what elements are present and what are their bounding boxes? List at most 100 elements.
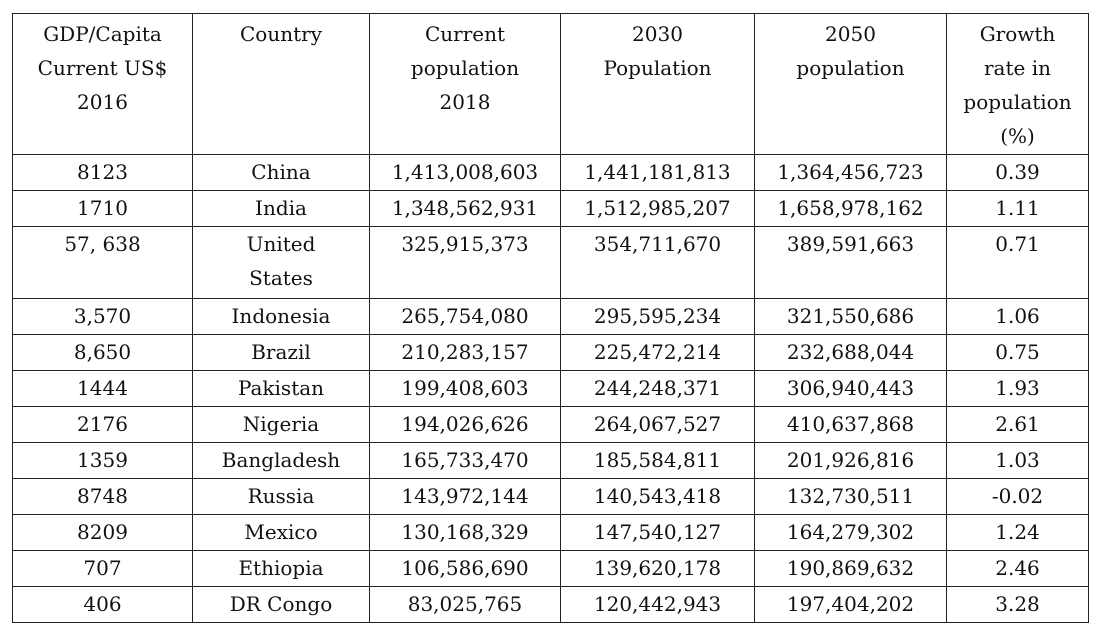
population-2018-cell: 325,915,373: [369, 226, 561, 299]
population-2018-cell: 130,168,329: [369, 514, 561, 551]
country-name-line: Pakistan: [237, 376, 325, 400]
gdp-cell: 8123: [12, 154, 193, 191]
population-2030-cell: 264,067,527: [560, 406, 755, 443]
population-2018-cell: 194,026,626: [369, 406, 561, 443]
population-2030-cell: 140,543,418: [560, 478, 755, 515]
table-row: 8123 China 1,413,008,603 1,441,181,813 1,364…: [12, 154, 1089, 191]
gdp-cell: 707: [12, 550, 193, 587]
header-line: population: [410, 56, 520, 80]
country-name-line: Nigeria: [242, 412, 320, 436]
population-2018-cell: 1,348,562,931: [369, 190, 561, 227]
header-row: GDP/Capita Current US$ 2016 Country Current p…: [12, 13, 1089, 155]
country-cell: Nigeria: [192, 406, 370, 443]
header-line: 2030: [632, 22, 683, 46]
growth-rate-cell: 1.03: [946, 442, 1089, 479]
population-2018-cell: 106,586,690: [369, 550, 561, 587]
population-2050-cell: 389,591,663: [754, 226, 947, 299]
table-row: 8748 Russia 143,972,144 140,543,418 132,730,…: [12, 478, 1089, 515]
header-line: Country: [239, 22, 322, 46]
country-cell: Ethiopia: [192, 550, 370, 587]
growth-rate-cell: 2.61: [946, 406, 1089, 443]
table-row: 1710 India 1,348,562,931 1,512,985,207 1,658…: [12, 190, 1089, 227]
table-header: GDP/Capita Current US$ 2016 Country Current p…: [12, 13, 1089, 155]
population-2050-cell: 410,637,868: [754, 406, 947, 443]
header-line: Growth: [979, 22, 1056, 46]
gdp-cell: 57, 638: [12, 226, 193, 299]
country-cell: China: [192, 154, 370, 191]
growth-rate-cell: 1.11: [946, 190, 1089, 227]
population-2030-cell: 225,472,214: [560, 334, 755, 371]
population-table: GDP/Capita Current US$ 2016 Country Current p…: [12, 13, 1089, 623]
population-2030-cell: 147,540,127: [560, 514, 755, 551]
country-name-line: India: [255, 196, 307, 220]
population-2030-cell: 354,711,670: [560, 226, 755, 299]
header-growth-rate: Growth rate in population (%): [946, 13, 1089, 155]
table-row: 707 Ethiopia 106,586,690 139,620,178 190,869…: [12, 550, 1089, 587]
country-name-line: States: [249, 266, 313, 290]
country-name-line: China: [251, 160, 311, 184]
population-2030-cell: 139,620,178: [560, 550, 755, 587]
population-2050-cell: 306,940,443: [754, 370, 947, 407]
table-row: 1444 Pakistan 199,408,603 244,248,371 306,94…: [12, 370, 1089, 407]
table-row: 406 DR Congo 83,025,765 120,442,943 197,404,…: [12, 586, 1089, 623]
population-2018-cell: 83,025,765: [369, 586, 561, 623]
header-line: population: [796, 56, 905, 80]
growth-rate-cell: 0.71: [946, 226, 1089, 299]
country-name-line: Indonesia: [231, 304, 331, 328]
population-2030-cell: 244,248,371: [560, 370, 755, 407]
table-row: 57, 638 United States 325,915,373 354,711,67…: [12, 226, 1089, 299]
gdp-cell: 406: [12, 586, 193, 623]
growth-rate-cell: 1.06: [946, 298, 1089, 335]
header-line: Population: [603, 56, 712, 80]
country-cell: Bangladesh: [192, 442, 370, 479]
table-row: 2176 Nigeria 194,026,626 264,067,527 410,637…: [12, 406, 1089, 443]
header-line: 2018: [439, 90, 491, 114]
growth-rate-cell: 3.28: [946, 586, 1089, 623]
header-line: Current US$: [37, 56, 168, 80]
country-cell: Mexico: [192, 514, 370, 551]
population-2050-cell: 232,688,044: [754, 334, 947, 371]
header-country: Country: [192, 13, 370, 155]
table-row: 8209 Mexico 130,168,329 147,540,127 164,279,…: [12, 514, 1089, 551]
population-2050-cell: 201,926,816: [754, 442, 947, 479]
population-2030-cell: 185,584,811: [560, 442, 755, 479]
population-2050-cell: 1,364,456,723: [754, 154, 947, 191]
table-body: 8123 China 1,413,008,603 1,441,181,813 1,364…: [12, 154, 1089, 623]
gdp-cell: 1359: [12, 442, 193, 479]
country-cell: Pakistan: [192, 370, 370, 407]
population-2050-cell: 321,550,686: [754, 298, 947, 335]
country-name-line: Ethiopia: [238, 556, 324, 580]
country-name-line: Russia: [247, 484, 315, 508]
population-2018-cell: 143,972,144: [369, 478, 561, 515]
population-2050-cell: 190,869,632: [754, 550, 947, 587]
header-line: GDP/Capita: [43, 22, 162, 46]
header-line: population: [963, 90, 1072, 114]
country-name-line: Mexico: [244, 520, 318, 544]
header-2050-population: 2050 population: [754, 13, 947, 155]
header-current-population: Current population 2018: [369, 13, 561, 155]
table-row: 3,570 Indonesia 265,754,080 295,595,234 321,…: [12, 298, 1089, 335]
country-cell: Indonesia: [192, 298, 370, 335]
population-2050-cell: 1,658,978,162: [754, 190, 947, 227]
population-2050-cell: 197,404,202: [754, 586, 947, 623]
population-2018-cell: 210,283,157: [369, 334, 561, 371]
gdp-cell: 2176: [12, 406, 193, 443]
population-2018-cell: 165,733,470: [369, 442, 561, 479]
population-2018-cell: 265,754,080: [369, 298, 561, 335]
country-name-line: Brazil: [251, 340, 311, 364]
growth-rate-cell: -0.02: [946, 478, 1089, 515]
header-line: 2016: [77, 90, 128, 114]
header-gdp-per-capita: GDP/Capita Current US$ 2016: [12, 13, 193, 155]
header-2030-population: 2030 Population: [560, 13, 755, 155]
table-row: 8,650 Brazil 210,283,157 225,472,214 232,688…: [12, 334, 1089, 371]
table-row: 1359 Bangladesh 165,733,470 185,584,811 201,…: [12, 442, 1089, 479]
population-2018-cell: 1,413,008,603: [369, 154, 561, 191]
gdp-cell: 8209: [12, 514, 193, 551]
growth-rate-cell: 0.39: [946, 154, 1089, 191]
country-name-line: Bangladesh: [221, 448, 341, 472]
population-2050-cell: 132,730,511: [754, 478, 947, 515]
growth-rate-cell: 1.93: [946, 370, 1089, 407]
growth-rate-cell: 1.24: [946, 514, 1089, 551]
header-line: 2050: [825, 22, 876, 46]
population-2018-cell: 199,408,603: [369, 370, 561, 407]
